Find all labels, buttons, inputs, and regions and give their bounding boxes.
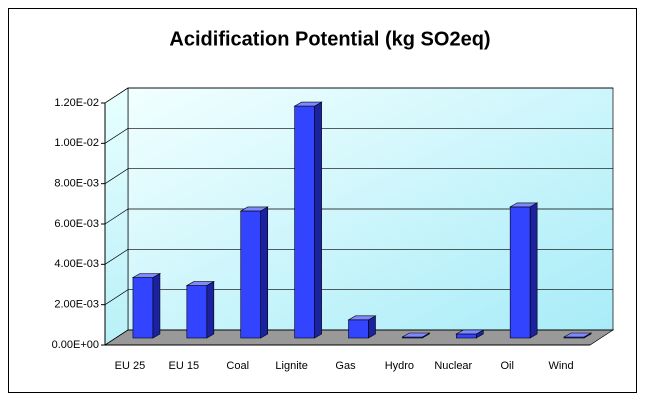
grid-line [104, 329, 613, 346]
grid-line [104, 208, 613, 225]
grid-line [104, 168, 613, 184]
bar-side [260, 206, 269, 339]
bar [347, 315, 377, 339]
bar-top [401, 332, 431, 338]
bar [509, 202, 539, 339]
bar [293, 101, 323, 339]
x-tick-label: Lignite [275, 360, 307, 372]
grid [104, 87, 613, 346]
bar [455, 329, 485, 339]
bar-top [455, 329, 485, 335]
bar-side [529, 202, 538, 339]
grid-line [104, 127, 613, 144]
bar-front [509, 206, 531, 339]
bar-side [206, 281, 215, 339]
bar-front [294, 105, 315, 339]
grid-line [104, 248, 613, 265]
bar-front [455, 333, 477, 339]
grid-line [104, 87, 613, 104]
bar [401, 332, 431, 339]
x-tick-label: Gas [335, 360, 356, 372]
y-tick-label: 4.00E-03 [54, 258, 99, 270]
bar-front [186, 285, 208, 339]
bar-top [239, 206, 269, 212]
x-tick-label: EU 25 [115, 360, 146, 372]
bar-top [509, 202, 539, 208]
y-tick-label: 0.00E+00 [52, 339, 99, 351]
bar [131, 272, 162, 339]
y-tick-label: 1.00E-02 [54, 137, 99, 149]
bar-side [152, 272, 161, 339]
x-tick-label: Wind [549, 360, 574, 372]
y-tick-label: 2.00E-03 [54, 299, 99, 311]
bar-front [348, 319, 369, 339]
x-tick-label: Oil [500, 360, 513, 372]
y-tick-label: 1.20E-02 [54, 97, 99, 109]
x-tick-label: Nuclear [434, 360, 472, 372]
bar-front [240, 210, 262, 339]
x-tick-label: Hydro [385, 360, 414, 372]
bars [131, 101, 593, 339]
grid-line [104, 289, 613, 305]
bar [185, 281, 215, 339]
bar-top [185, 281, 215, 286]
bar [562, 332, 593, 339]
chart-title: Acidification Potential (kg SO2eq) [169, 28, 490, 50]
bar-side [314, 101, 322, 339]
bar-front [132, 277, 154, 339]
bar-top [347, 315, 377, 321]
x-tick-label: Coal [226, 360, 249, 372]
x-tick-label: EU 15 [169, 360, 200, 372]
bar-top [293, 101, 323, 107]
y-tick-label: 8.00E-03 [54, 178, 99, 190]
bar [239, 206, 269, 339]
y-tick-label: 6.00E-03 [54, 218, 99, 230]
bar-top [562, 332, 593, 338]
bar-top [131, 273, 162, 278]
